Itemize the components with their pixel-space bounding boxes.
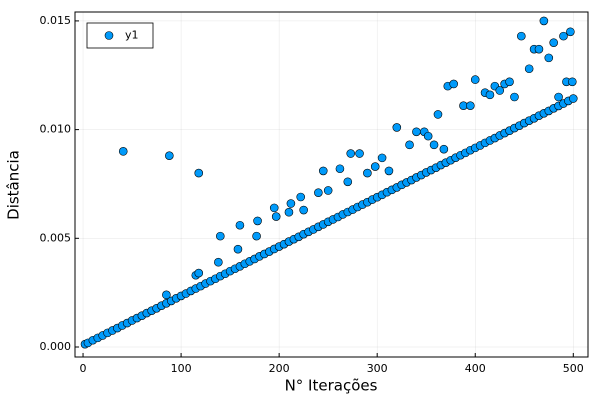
- point: [233, 244, 243, 254]
- x-tick-label: 0: [80, 362, 87, 375]
- y-tick-label: 0.005: [40, 231, 72, 244]
- point: [505, 77, 514, 87]
- point: [165, 151, 174, 160]
- point: [323, 186, 333, 195]
- point: [566, 27, 575, 37]
- point: [423, 131, 433, 141]
- point: [162, 290, 171, 300]
- point: [296, 192, 306, 202]
- point: [370, 162, 380, 171]
- point: [429, 140, 439, 150]
- point: [271, 212, 281, 221]
- point: [253, 216, 262, 226]
- plot-frame: [74, 11, 589, 358]
- point: [470, 75, 480, 84]
- point: [405, 140, 414, 150]
- point: [384, 166, 394, 176]
- legend-label: y1: [125, 29, 139, 42]
- x-tick-label: 100: [171, 362, 192, 375]
- point: [433, 110, 443, 119]
- point: [466, 101, 475, 110]
- point: [314, 188, 323, 197]
- x-tick-label: 200: [269, 362, 290, 375]
- point: [544, 53, 554, 63]
- point: [355, 149, 364, 158]
- point: [510, 92, 519, 102]
- point: [517, 31, 526, 41]
- point: [216, 231, 225, 241]
- point: [539, 16, 549, 26]
- point: [524, 64, 534, 74]
- point: [495, 86, 505, 95]
- legend-marker: [104, 31, 114, 40]
- point: [286, 199, 296, 208]
- point: [194, 268, 204, 278]
- point: [377, 153, 387, 163]
- point: [284, 207, 294, 217]
- x-tick-label: 500: [563, 362, 584, 375]
- point: [318, 166, 328, 176]
- point: [363, 168, 372, 178]
- point: [559, 31, 568, 41]
- legend-box: [86, 22, 154, 49]
- point: [549, 38, 558, 47]
- point: [346, 149, 356, 158]
- x-tick-label: 300: [367, 362, 388, 375]
- x-tick-label: 400: [465, 362, 486, 375]
- y-tick-label: 0.010: [40, 123, 72, 136]
- point: [485, 90, 495, 100]
- y-tick-label: 0.000: [40, 340, 72, 353]
- point: [252, 231, 261, 241]
- point: [568, 94, 578, 103]
- point: [343, 177, 353, 187]
- point: [568, 77, 577, 87]
- point: [412, 127, 421, 137]
- y-tick-label: 0.015: [40, 14, 72, 27]
- point: [439, 144, 449, 154]
- point: [335, 164, 345, 174]
- point: [235, 220, 245, 230]
- point: [554, 92, 563, 102]
- y-axis-label: Distância: [5, 150, 23, 220]
- point: [269, 203, 279, 213]
- point: [194, 168, 204, 178]
- point: [392, 123, 402, 132]
- point: [299, 205, 308, 215]
- point: [118, 147, 128, 156]
- point: [534, 44, 544, 54]
- point: [449, 79, 458, 89]
- x-axis-label: N° Iterações: [285, 377, 378, 395]
- point: [214, 257, 223, 267]
